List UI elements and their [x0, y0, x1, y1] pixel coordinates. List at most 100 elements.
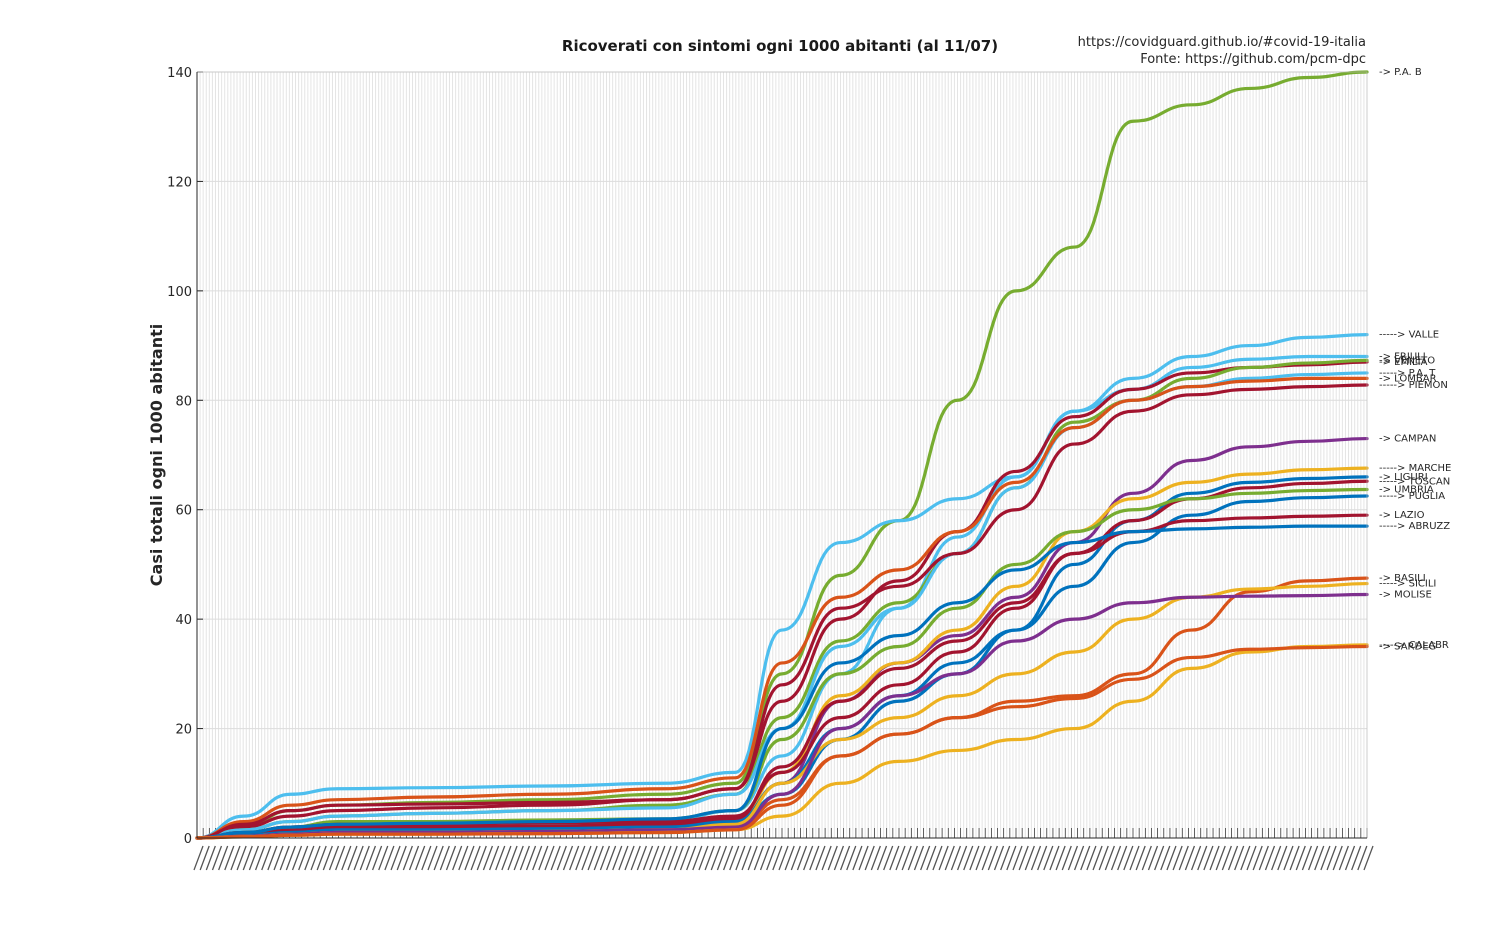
x-tick-smudge: [261, 845, 272, 871]
x-tick-smudge: [1264, 845, 1276, 871]
x-tick-smudge: [1024, 845, 1035, 871]
x-tick-smudge: [1332, 845, 1343, 871]
region-label: -> CAMPAN: [1379, 434, 1436, 445]
x-tick-smudge: [1129, 845, 1140, 871]
x-tick-smudge: [821, 845, 832, 871]
x-tick-smudge: [193, 845, 204, 871]
region-label: -----> CALABR: [1379, 640, 1449, 651]
x-tick-smudge: [1190, 845, 1202, 871]
x-tick-smudge: [218, 845, 229, 871]
x-tick-smudge: [618, 845, 629, 871]
x-tick-smudge: [1098, 845, 1109, 871]
x-tick-smudge: [1320, 845, 1331, 871]
x-tick-smudge: [698, 845, 709, 871]
x-tick-smudge: [833, 845, 845, 871]
x-tick-smudge: [1030, 845, 1042, 871]
region-label: -> VENETO: [1379, 355, 1435, 366]
x-tick-smudge: [704, 845, 715, 871]
x-tick-smudge: [304, 845, 315, 871]
x-tick-smudge: [562, 845, 574, 871]
x-tick-smudge: [1067, 845, 1079, 871]
region-label: -> BASILI: [1379, 573, 1426, 584]
x-tick-smudge: [969, 845, 980, 871]
x-tick-smudge: [550, 845, 561, 871]
x-tick-smudge: [224, 845, 235, 871]
x-tick-smudge: [1326, 845, 1337, 871]
x-tick-smudge: [1043, 845, 1054, 871]
x-tick-smudge: [1141, 845, 1152, 871]
x-tick-smudge: [1234, 845, 1245, 871]
x-tick-smudge: [827, 845, 838, 871]
x-tick-smudge: [1012, 845, 1023, 871]
x-tick-smudge: [858, 845, 869, 871]
x-tick-smudge: [1344, 845, 1356, 871]
x-tick-smudge: [605, 845, 617, 871]
x-tick-smudge: [199, 845, 210, 871]
x-tick-smudge: [1166, 845, 1177, 871]
region-labels: -> P.A. B-----> VALLE-> FRIULI-> EMILIA-…: [1379, 67, 1451, 653]
series-line: [195, 333, 1369, 840]
x-tick-smudge: [1314, 845, 1325, 871]
series-line: [195, 479, 1369, 840]
x-tick-smudge: [661, 845, 672, 871]
x-tick-smudge: [839, 845, 851, 871]
x-tick-smudge: [1110, 845, 1122, 871]
x-tick-smudge: [1086, 845, 1097, 871]
x-tick-smudge: [772, 845, 783, 871]
x-tick-smudge: [1154, 845, 1165, 871]
region-label: -----> PIEMON: [1379, 380, 1448, 391]
x-tick-smudge: [796, 845, 808, 871]
region-label: -----> P.A. T: [1379, 368, 1436, 379]
x-tick-smudge: [1301, 845, 1313, 871]
source-credit: Fonte: https://github.com/pcm-dpc: [1140, 52, 1366, 67]
source-url: https://covidguard.github.io/#covid-19-i…: [1078, 35, 1366, 50]
x-tick-smudge: [710, 845, 721, 871]
x-tick-smudge: [655, 845, 666, 871]
x-tick-smudge: [1307, 845, 1319, 871]
series-line: [195, 644, 1369, 840]
x-tick-smudge: [956, 845, 968, 871]
x-tick-smudge: [1104, 845, 1115, 871]
region-label: -----> SICILI: [1379, 579, 1436, 590]
x-tick-smudge: [790, 845, 801, 871]
x-tick-smudge: [815, 845, 826, 871]
x-tick-smudge: [470, 845, 481, 871]
x-tick-smudge: [876, 845, 888, 871]
x-tick-smudge: [907, 845, 918, 871]
region-label: -----> ABRUZZ: [1379, 521, 1450, 532]
x-tick-smudge: [371, 845, 383, 871]
x-tick-smudge: [433, 845, 444, 871]
x-tick-smudge: [1049, 845, 1060, 871]
x-tick-smudge: [1073, 845, 1085, 871]
x-tick-smudge: [445, 845, 457, 871]
x-tick-smudge: [1295, 845, 1306, 871]
x-tick-smudge: [1252, 845, 1263, 871]
x-tick-smudge: [722, 845, 734, 871]
x-tick-smudge: [1018, 845, 1029, 871]
x-tick-smudge: [390, 845, 401, 871]
y-tick-label: 0: [184, 832, 192, 847]
chart-title: Ricoverati con sintomi ogni 1000 abitant…: [562, 37, 998, 55]
x-tick-smudge: [421, 845, 432, 871]
region-label: -----> PUGLIA: [1379, 491, 1445, 502]
x-tick-smudge: [273, 845, 284, 871]
x-tick-smudge: [673, 845, 684, 871]
x-tick-smudge: [1092, 845, 1103, 871]
x-tick-smudge: [993, 845, 1005, 871]
y-tick-label: 60: [175, 504, 192, 519]
x-tick-smudge: [729, 845, 740, 871]
x-tick-smudge: [575, 845, 586, 871]
x-tick-smudge: [495, 845, 506, 871]
x-tick-smudge: [328, 845, 340, 871]
x-tick-smudge: [1277, 845, 1288, 871]
x-tick-smudge: [248, 845, 260, 871]
x-tick-smudge: [716, 845, 728, 871]
x-tick-smudge: [938, 845, 949, 871]
x-tick-smudge: [1061, 845, 1072, 871]
x-tick-smudge: [556, 845, 567, 871]
x-tick-smudge: [335, 845, 346, 871]
x-tick-smudge: [501, 845, 512, 871]
x-tick-smudge: [1080, 845, 1091, 871]
x-tick-smudge: [667, 845, 678, 871]
series-line: [195, 592, 1369, 840]
